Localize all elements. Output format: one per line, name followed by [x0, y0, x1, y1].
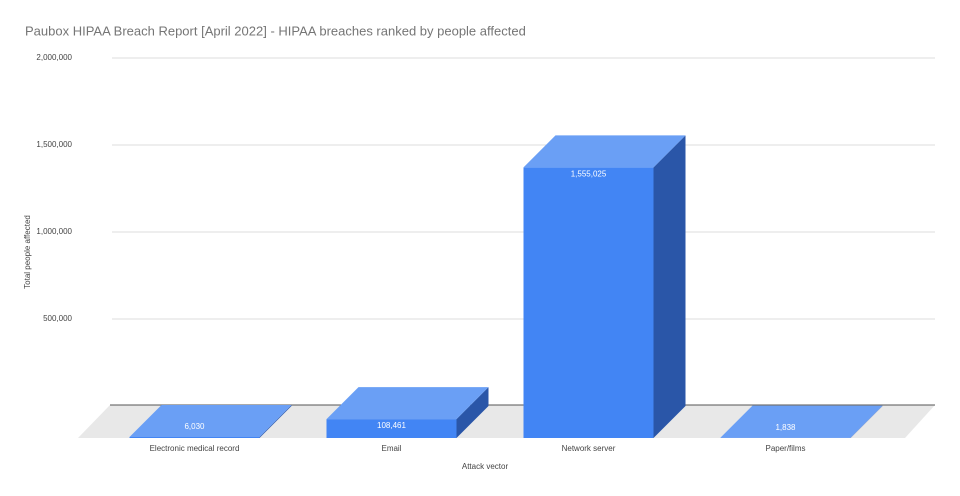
bar-top [129, 404, 292, 437]
value-label: 1,838 [775, 423, 796, 432]
bar [523, 167, 654, 438]
chart-title: Paubox HIPAA Breach Report [April 2022] … [25, 23, 526, 38]
bar-side [653, 135, 686, 438]
x-tick-label: Paper/films [765, 444, 805, 453]
x-tick-label: Electronic medical record [150, 444, 240, 453]
bar-side [259, 404, 292, 438]
value-label: 108,461 [377, 421, 406, 430]
y-tick-label: 2,000,000 [36, 53, 72, 62]
value-label: 6,030 [184, 422, 205, 431]
value-label: 1,555,025 [571, 170, 607, 179]
y-tick-label: 500,000 [43, 314, 72, 323]
bar [326, 419, 457, 438]
bar [129, 436, 260, 438]
y-axis-title: Total people affected [23, 215, 32, 289]
y-tick-label: 1,000,000 [36, 227, 72, 236]
bar-top [523, 135, 686, 168]
y-tick-label: 1,500,000 [36, 140, 72, 149]
bar-side [850, 405, 883, 438]
bar-side [456, 387, 489, 438]
x-axis-title: Attack vector [462, 462, 509, 471]
x-tick-label: Network server [562, 444, 616, 453]
bar-top [720, 405, 883, 438]
x-tick-label: Email [381, 444, 401, 453]
bar-top [326, 387, 489, 420]
floor [78, 405, 935, 438]
